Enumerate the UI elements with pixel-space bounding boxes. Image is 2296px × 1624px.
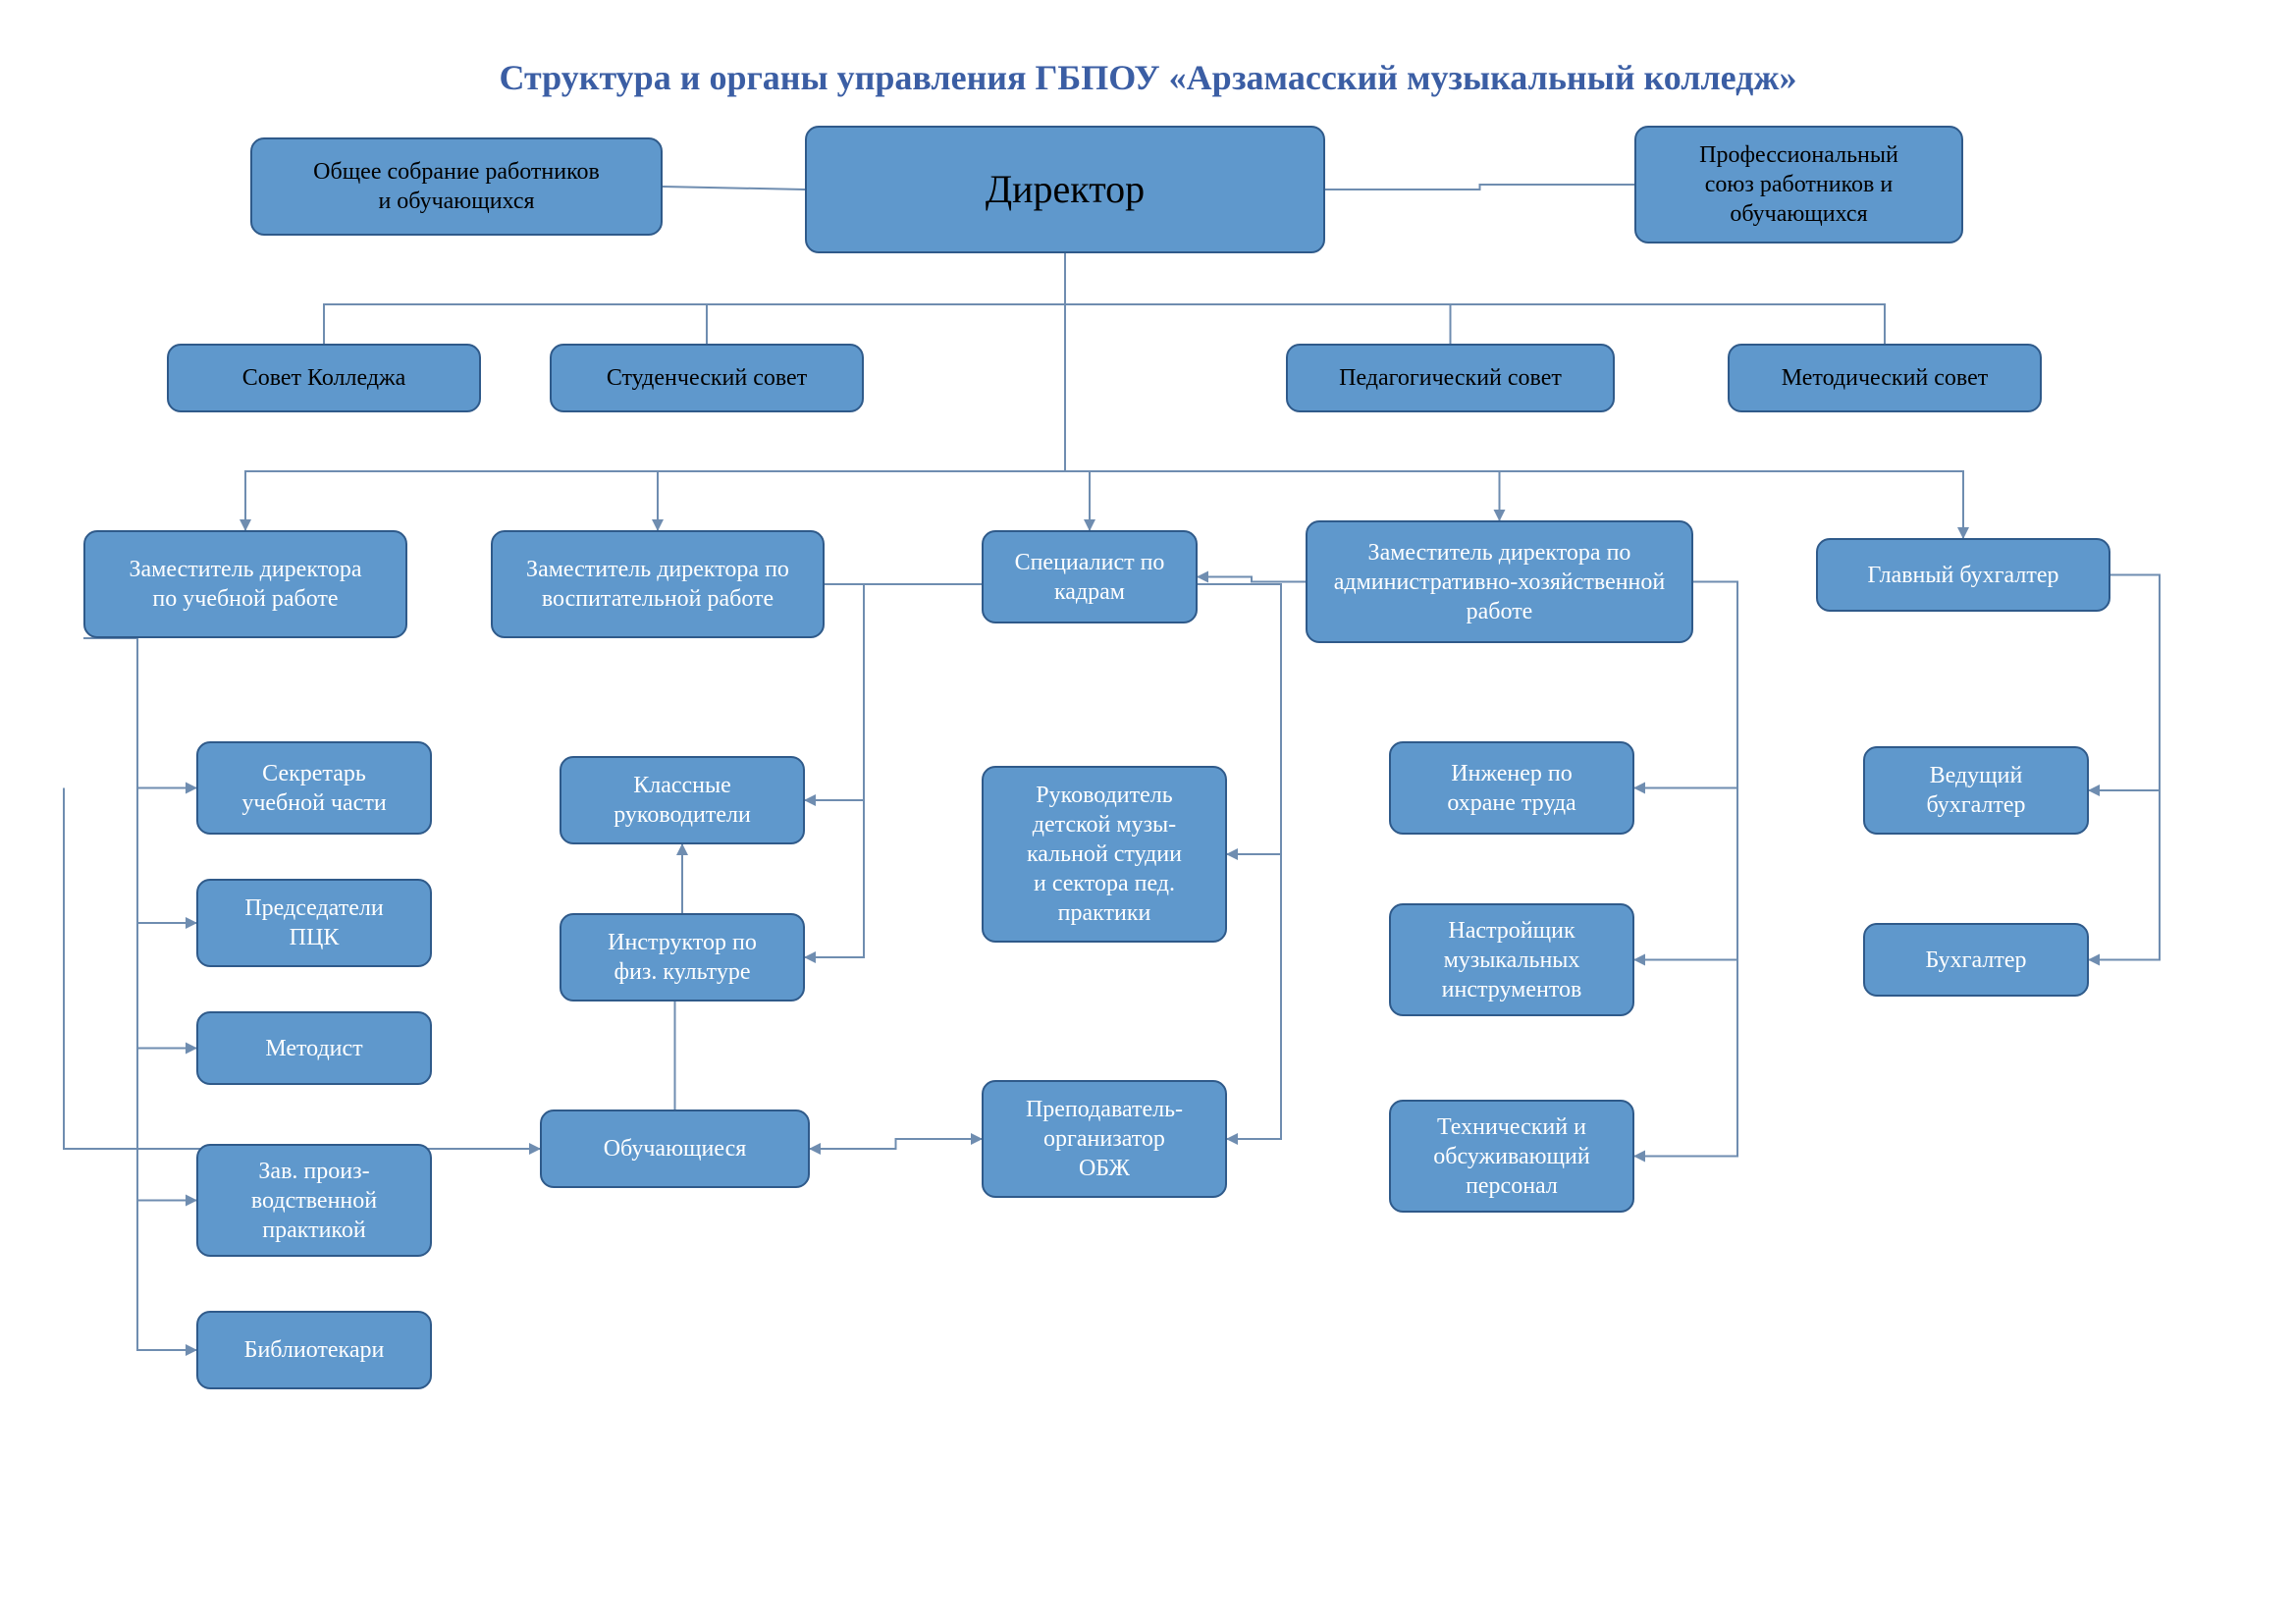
node-dep_admin: Заместитель директора по административно… — [1306, 520, 1693, 643]
node-sec_study: Секретарь учебной части — [196, 741, 432, 835]
node-chief_acc: Главный бухгалтер — [1816, 538, 2110, 612]
node-union: Профессиональный союз работников и обуча… — [1634, 126, 1963, 244]
node-ped_council: Педагогический совет — [1286, 344, 1615, 412]
chart-title: Структура и органы управления ГБПОУ «Арз… — [0, 57, 2296, 98]
node-director: Директор — [805, 126, 1325, 253]
org-chart-stage: Структура и органы управления ГБПОУ «Арз… — [0, 0, 2296, 1624]
node-pck: Председатели ПЦК — [196, 879, 432, 967]
node-class_ruk: Классные руководители — [560, 756, 805, 844]
node-dep_study: Заместитель директора по учебной работе — [83, 530, 407, 638]
node-tech_pers: Технический и обсуживающий персонал — [1389, 1100, 1634, 1213]
node-college_council: Совет Колледжа — [167, 344, 481, 412]
node-zav_prakt: Зав. произ- водственной практикой — [196, 1144, 432, 1257]
node-student_council: Студенческий совет — [550, 344, 864, 412]
node-tuner: Настройщик музыкальных инструментов — [1389, 903, 1634, 1016]
node-lead_acc: Ведущий бухгалтер — [1863, 746, 2089, 835]
node-instr_fiz: Инструктор по физ. культуре — [560, 913, 805, 1001]
node-dep_vosp: Заместитель директора по воспитательной … — [491, 530, 825, 638]
node-ruk_studio: Руководитель детской музы- кальной студи… — [982, 766, 1227, 943]
node-methodist: Методист — [196, 1011, 432, 1085]
node-accountant: Бухгалтер — [1863, 923, 2089, 997]
node-method_council: Методический совет — [1728, 344, 2042, 412]
node-ing_ohr: Инженер по охране труда — [1389, 741, 1634, 835]
node-hr_spec: Специалист по кадрам — [982, 530, 1198, 623]
node-librarian: Библиотекари — [196, 1311, 432, 1389]
node-obzh: Преподаватель- организатор ОБЖ — [982, 1080, 1227, 1198]
node-gen_meeting: Общее собрание работников и обучающихся — [250, 137, 663, 236]
node-students: Обучающиеся — [540, 1110, 810, 1188]
